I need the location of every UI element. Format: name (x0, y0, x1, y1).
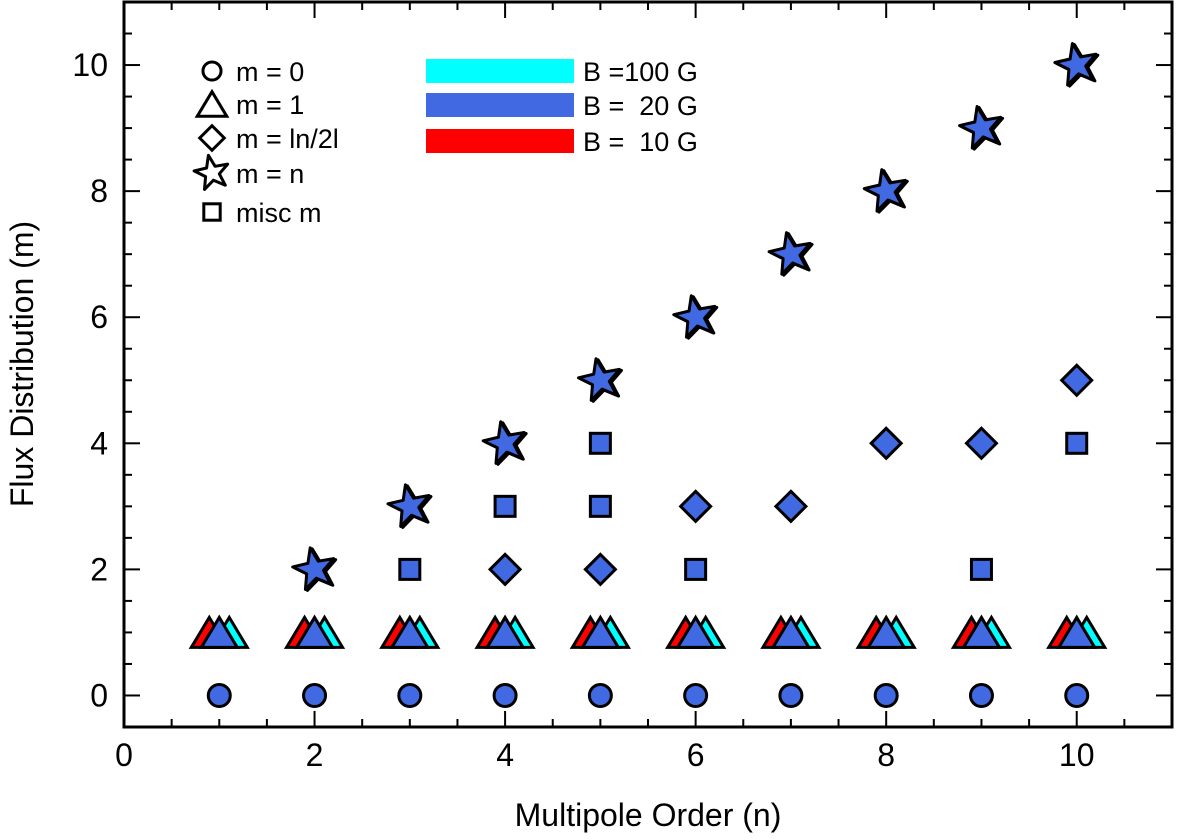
legend-marker-triangle (194, 88, 230, 118)
triangle-point (770, 614, 812, 649)
legend-color-swatch (426, 59, 574, 83)
x-axis-label: Multipole Order (n) (515, 797, 782, 833)
diamond-point (964, 426, 999, 461)
star-point (862, 168, 907, 213)
marker-legend: m = 0m = 1 m = ln/2l m = n misc m (192, 57, 339, 228)
x-tick-label: 0 (115, 737, 133, 773)
y-tick-label: 10 (72, 47, 108, 83)
diamond-point (773, 489, 809, 524)
star-point (958, 105, 1003, 150)
y-axis-label: Flux Distribution (m) (4, 221, 40, 507)
square-point (969, 557, 993, 581)
y-tick-label: 0 (90, 677, 108, 713)
legend-label: B =100 G (583, 57, 698, 87)
y-tick-label: 4 (90, 425, 108, 461)
legend-label: m = 0 (236, 57, 304, 87)
diamond-point (1059, 363, 1094, 398)
data-points (188, 42, 1108, 708)
circle-point (968, 682, 994, 708)
star-point (577, 357, 621, 402)
y-tick-label: 6 (90, 299, 108, 335)
legend-label: m = 1 (236, 90, 304, 120)
square-point (398, 557, 422, 581)
legend-label: m = ln/2l (236, 124, 339, 154)
triangle-point (674, 614, 717, 649)
legend-marker-star (192, 153, 230, 191)
star-point (386, 483, 431, 528)
square-point (493, 494, 517, 518)
circle-point (492, 682, 518, 708)
square-point (1065, 431, 1089, 455)
legend-color-swatch (426, 93, 574, 117)
square-point (588, 431, 612, 455)
legend-label: B = 20 G (583, 91, 698, 121)
x-tick-label: 8 (877, 737, 895, 773)
legend-marker-square (202, 202, 222, 222)
circle-point (873, 682, 899, 708)
legend-label: m = n (236, 159, 304, 189)
y-tick-label: 2 (90, 551, 108, 587)
x-tick-label: 10 (1059, 737, 1095, 773)
legend-label: misc m (236, 198, 321, 228)
star-point (767, 231, 812, 276)
star-point (291, 546, 336, 591)
x-tick-label: 4 (496, 737, 514, 773)
circle-point (1064, 682, 1090, 708)
diamond-point (583, 552, 618, 587)
square-point (684, 557, 708, 581)
plot-frame (122, 0, 1174, 729)
legend-color-swatch (426, 129, 574, 153)
y-tick-label: 8 (90, 173, 108, 209)
star-point (481, 420, 526, 465)
diamond-point (869, 426, 904, 461)
diamond-point (678, 489, 713, 524)
diamond-point (487, 552, 523, 587)
circle-point (587, 682, 613, 708)
triangle-point (1056, 614, 1098, 649)
circle-point (302, 682, 328, 708)
x-tick-label: 2 (306, 737, 324, 773)
legend-marker-diamond (197, 123, 227, 153)
x-tick-label: 6 (687, 737, 705, 773)
triangle-point (198, 614, 240, 649)
tick-labels: 0 2 4 6 8 10 0 2 4 6 8 10 (72, 47, 1094, 773)
circle-point (683, 682, 709, 708)
square-point (588, 494, 612, 518)
star-point (1053, 42, 1098, 87)
triangle-point (389, 614, 431, 649)
triangle-point (960, 614, 1003, 649)
circle-point (778, 682, 804, 708)
legend-marker-circle (201, 60, 223, 82)
circle-point (397, 682, 423, 708)
triangle-point (865, 614, 907, 649)
triangle-point (484, 614, 526, 649)
color-legend: B =100 G B = 20 G B = 10 G (426, 57, 698, 157)
triangle-point (293, 614, 336, 649)
star-point (672, 294, 717, 339)
triangle-point (579, 614, 622, 649)
legend-label: B = 10 G (583, 127, 698, 157)
circle-point (206, 682, 232, 708)
